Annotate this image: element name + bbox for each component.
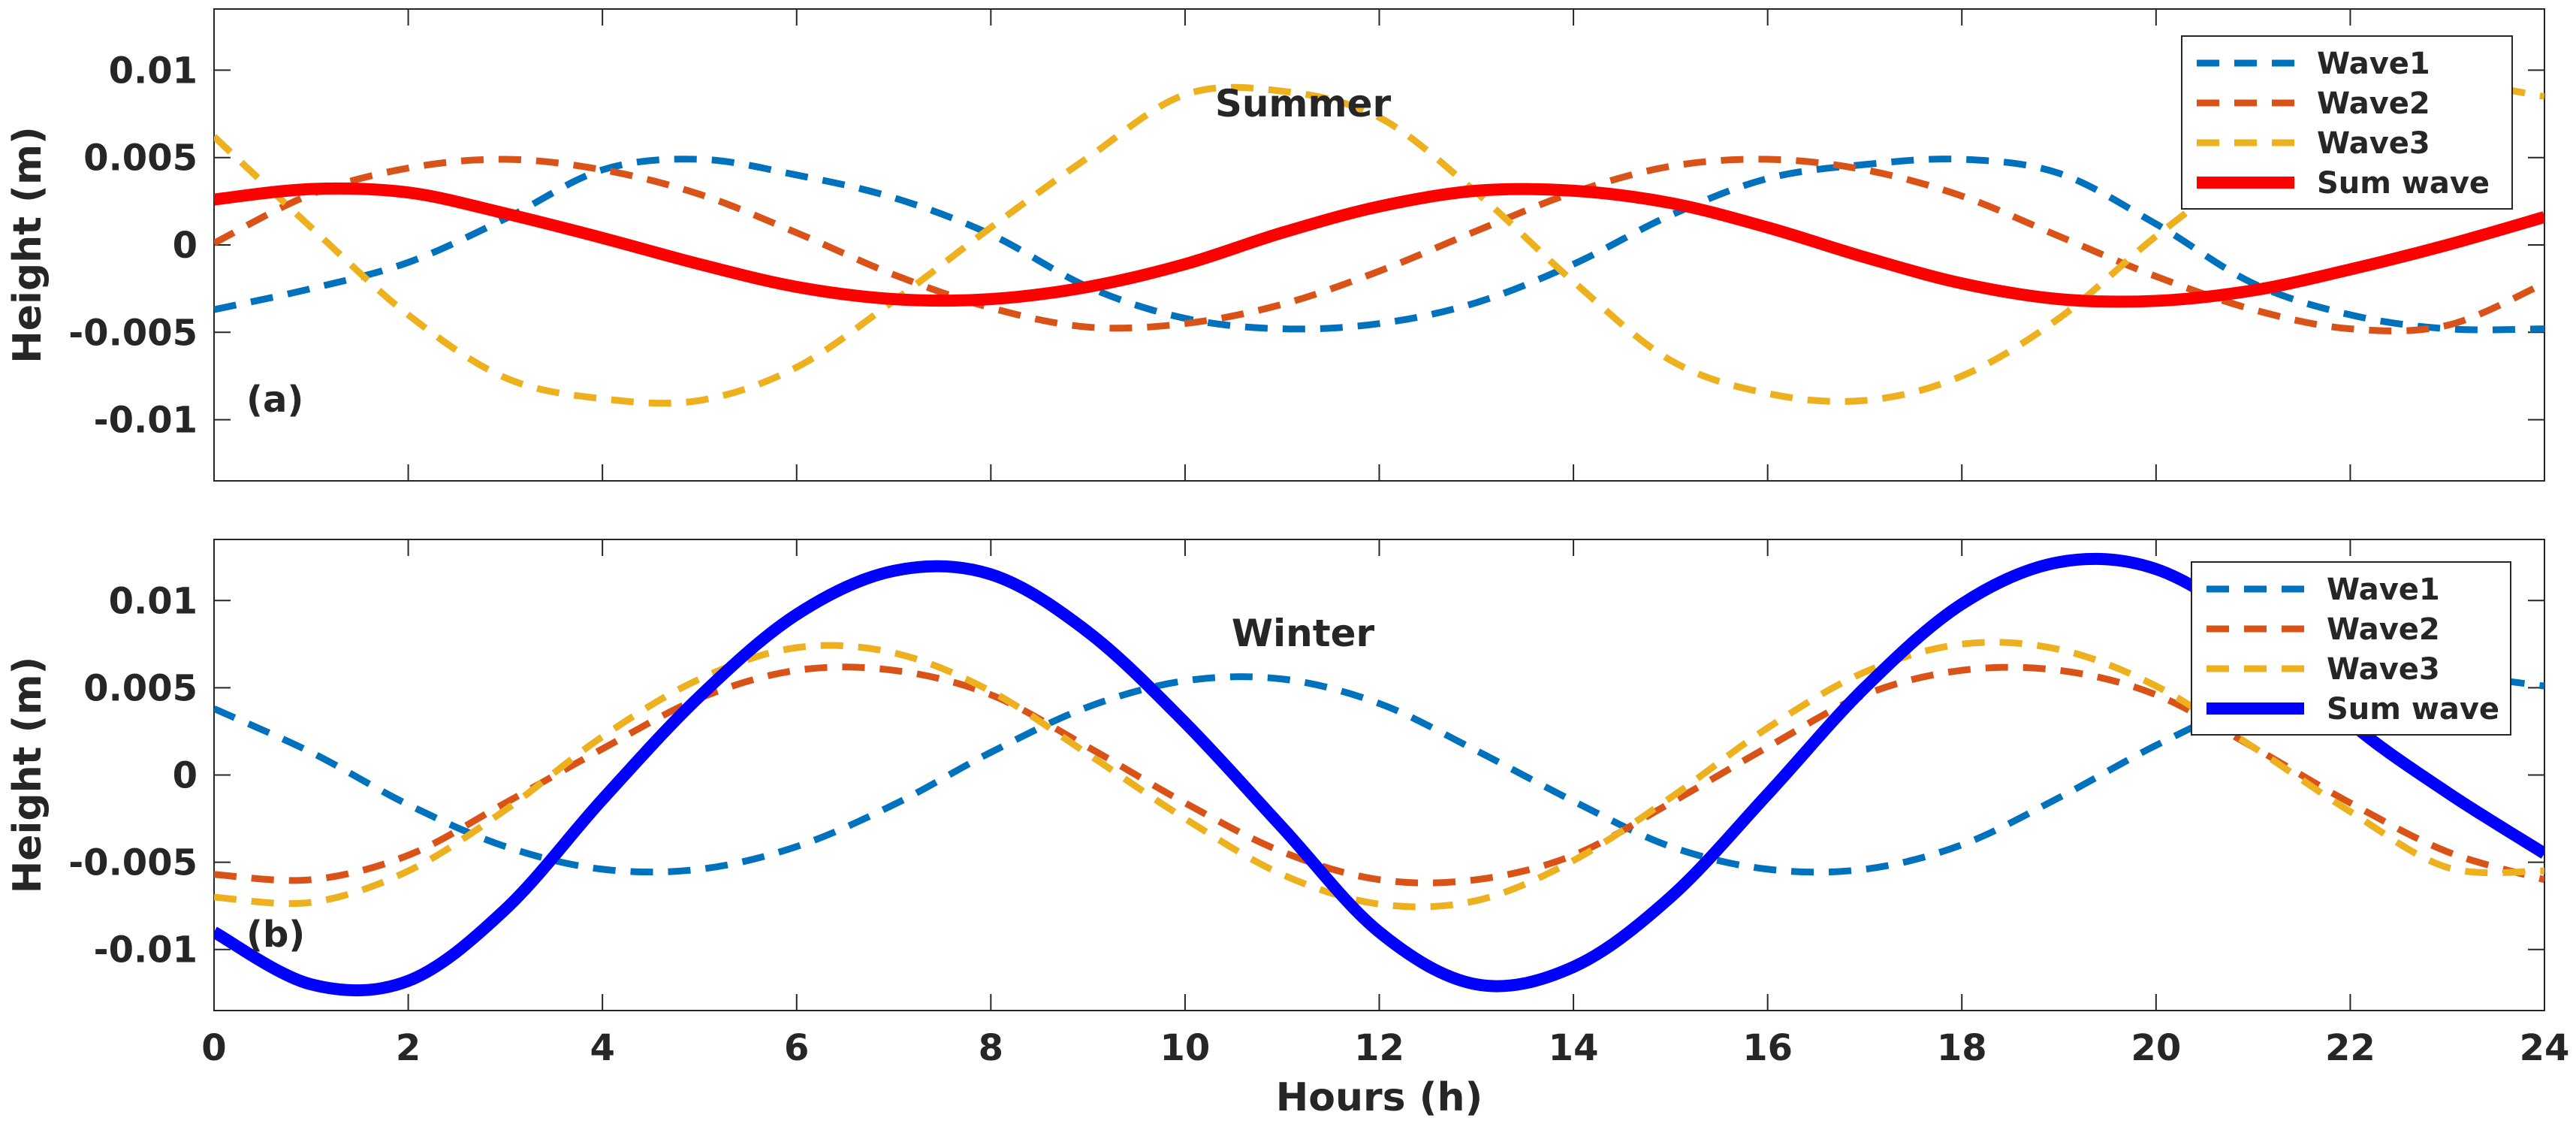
x-axis-label: Hours (h) (1276, 1075, 1483, 1120)
y-tick-label: -0.005 (68, 842, 198, 884)
legend-label: Wave3 (2327, 652, 2440, 687)
y-tick-label: 0.005 (83, 137, 198, 180)
x-tick-label: 10 (1160, 1027, 1211, 1069)
x-tick-label: 2 (396, 1027, 421, 1069)
y-axis-label: Height (m) (5, 126, 50, 364)
y-tick-label: -0.01 (94, 929, 198, 971)
series-line-sum-wave (214, 552, 2544, 997)
y-tick-label: 0 (173, 225, 198, 267)
y-tick-label: 0 (173, 755, 198, 797)
panel-label: (a) (246, 379, 303, 421)
x-tick-label: 20 (2131, 1027, 2181, 1069)
series-line-wave1 (214, 671, 2544, 876)
legend-label: Sum wave (2327, 692, 2499, 727)
series-line-wave2 (214, 156, 2544, 334)
x-tick-label: 18 (1937, 1027, 1987, 1069)
x-tick-label: 0 (201, 1027, 226, 1069)
series-line-wave3 (214, 639, 2544, 911)
panel-label: (b) (246, 914, 305, 956)
legend: Wave1 Wave2 Wave3 Sum wave (2181, 35, 2513, 210)
series-line-sum-wave (214, 182, 2544, 308)
x-tick-label: 6 (784, 1027, 809, 1069)
x-tick-label: 14 (1549, 1027, 1599, 1069)
y-tick-label: 0.01 (109, 50, 198, 92)
series-group (214, 552, 2544, 997)
legend-label: Wave1 (2327, 573, 2440, 607)
legend-label: Wave3 (2317, 126, 2430, 161)
legend: Wave1 Wave2 Wave3 Sum wave (2191, 561, 2511, 736)
y-tick-label: 0.005 (83, 667, 198, 709)
legend-label: Wave2 (2327, 612, 2440, 647)
x-tick-label: 16 (1742, 1027, 1793, 1069)
x-tick-label: 22 (2325, 1027, 2375, 1069)
x-tick-label: 8 (979, 1027, 1003, 1069)
series-group (214, 80, 2544, 407)
y-axis-label: Height (m) (5, 657, 50, 894)
y-tick-label: -0.005 (68, 312, 198, 354)
series-line-wave2 (214, 663, 2544, 887)
chart-panel-b: 0 2 4 6 8 10 12 14 16 18 20 22 24-0.01-0.00500.0050.… (5, 539, 2569, 1120)
chart-panel-a: -0.01 -0.005 0 0.005 0.01 Height (m) Summer (a)… (5, 8, 2545, 482)
x-tick-label: 4 (590, 1027, 614, 1069)
legend-label: Sum wave (2317, 166, 2490, 201)
legend-label: Wave2 (2317, 86, 2430, 121)
x-tick-label: 12 (1354, 1027, 1404, 1069)
panel-title: Winter (1232, 612, 1375, 655)
x-tick-label: 24 (2520, 1027, 2570, 1069)
panel-title: Summer (1215, 82, 1392, 125)
y-tick-label: -0.01 (94, 400, 198, 442)
legend-label: Wave1 (2317, 47, 2430, 81)
series-line-wave3 (214, 80, 2544, 407)
series-line-wave1 (214, 156, 2544, 334)
y-tick-label: 0.01 (109, 580, 198, 622)
